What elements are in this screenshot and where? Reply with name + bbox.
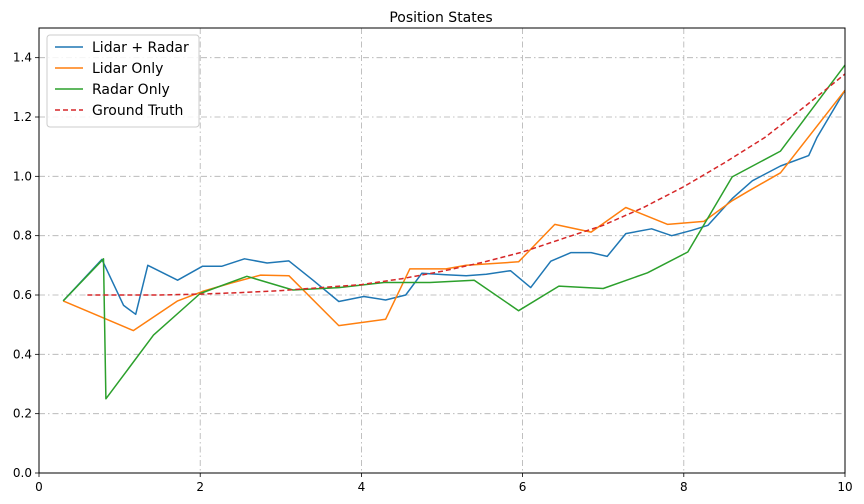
y-tick-label: 0.0: [13, 466, 32, 480]
legend-label: Lidar + Radar: [92, 40, 189, 56]
y-tick-label: 1.2: [13, 110, 32, 124]
legend-box: [46, 34, 200, 128]
legend-label: Radar Only: [92, 82, 170, 98]
y-tick-label: 1.0: [13, 169, 32, 183]
plot-frame: [38, 27, 846, 474]
x-tick-label: 2: [196, 480, 204, 494]
y-tick-label: 0.4: [13, 347, 32, 361]
chart-title: Position States: [389, 10, 492, 26]
legend-label: Lidar Only: [92, 61, 163, 77]
grid: [39, 28, 845, 473]
y-tick-label: 0.8: [13, 229, 32, 243]
series-line-radar-only: [62, 64, 846, 400]
x-tick-label: 0: [35, 480, 43, 494]
x-tick-label: 6: [519, 480, 527, 494]
legend: Lidar + Radar Lidar Only Radar Only Ground …: [46, 34, 200, 128]
x-tick-label: 4: [358, 480, 366, 494]
series-line-lidar-radar: [62, 89, 846, 316]
x-tick-label: 8: [680, 480, 688, 494]
y-tick-label: 1.4: [13, 51, 32, 65]
x-tick-label: 10: [837, 480, 852, 494]
ticks: 0 2 4 6 8 10 0.0 0.2 0.4 0.6 0.8 1.0 1.2 1.4: [13, 51, 853, 494]
series-line-ground-truth: [87, 73, 846, 296]
series-lines: [62, 64, 846, 400]
y-tick-label: 0.6: [13, 288, 32, 302]
legend-label: Ground Truth: [92, 103, 183, 119]
y-tick-label: 0.2: [13, 407, 32, 421]
